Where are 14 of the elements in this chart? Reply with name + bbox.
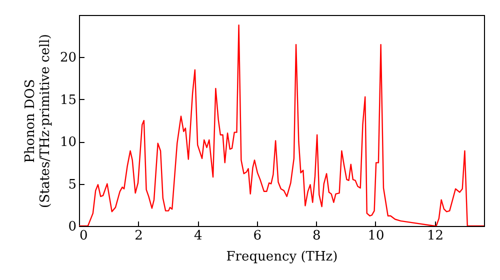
x-axis-title: Frequency (THz) xyxy=(226,250,338,264)
x-tick-label: 8 xyxy=(312,228,321,244)
x-tick-label: 12 xyxy=(427,228,444,244)
x-tick-label: 0 xyxy=(80,228,88,244)
y-axis-title: Phonon DOS (States/THz·primitive cell) xyxy=(22,34,53,208)
x-tick-label: 6 xyxy=(253,228,262,244)
x-tick-label: 10 xyxy=(368,228,384,244)
line-series xyxy=(79,24,484,226)
y-tick-label: 20 xyxy=(60,50,76,66)
y-tick-label: 5 xyxy=(68,177,76,192)
x-tick-label: 4 xyxy=(194,228,202,244)
x-tick-label: 2 xyxy=(134,228,143,244)
y-tick-label: 15 xyxy=(60,92,76,108)
y-tick-label: 10 xyxy=(60,135,76,150)
